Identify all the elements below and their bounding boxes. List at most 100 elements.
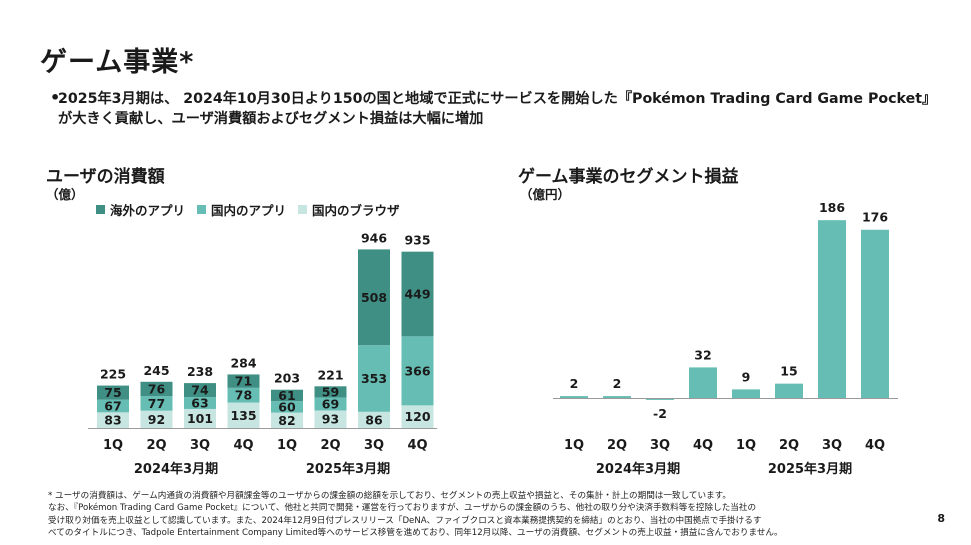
- x-tick-label: 1Q: [564, 438, 584, 453]
- x-tick-label: 2Q: [779, 438, 799, 453]
- bar-value-label: 176: [862, 210, 888, 225]
- x-tick-label: 3Q: [822, 438, 842, 453]
- total-value-label: 203: [274, 371, 300, 386]
- group-label: 2025年3月期: [306, 461, 390, 477]
- bar-segment: [314, 397, 347, 411]
- bar-value-label: 186: [819, 200, 845, 215]
- segment-value-label: 120: [404, 409, 430, 424]
- legend-label-overseas-app: 海外のアプリ: [110, 203, 186, 218]
- legend-swatch-overseas-app: [96, 205, 105, 214]
- bar-segment: [271, 389, 303, 402]
- total-value-label: 284: [230, 355, 256, 370]
- segment-value-label: 75: [104, 385, 121, 400]
- bar-segment: [401, 251, 434, 337]
- legend-label-domestic-browser: 国内のブラウザ: [312, 203, 400, 218]
- bar: [732, 389, 760, 398]
- segment-value-label: 61: [278, 388, 295, 403]
- user-spend-unit: （億）: [46, 187, 84, 202]
- legend-domestic-browser: 国内のブラウザ: [298, 200, 400, 219]
- x-tick-label: 3Q: [190, 438, 210, 453]
- segment-value-label: 76: [148, 381, 166, 396]
- x-tick-label: 4Q: [865, 438, 885, 453]
- bar-segment: [314, 410, 347, 428]
- x-tick-label: 2Q: [320, 438, 340, 453]
- bar: [646, 398, 674, 400]
- total-value-label: 238: [187, 364, 213, 379]
- segment-value-label: 67: [104, 399, 121, 414]
- x-tick-label: 4Q: [233, 438, 253, 453]
- segment-value-label: 69: [322, 396, 339, 411]
- bar: [689, 367, 717, 398]
- segment-value-label: 353: [361, 371, 387, 386]
- bar-segment: [401, 336, 434, 406]
- segment-value-label: 59: [322, 384, 339, 399]
- bar-segment: [97, 399, 129, 413]
- bar-segment: [227, 387, 260, 403]
- bar-value-label: 2: [613, 376, 622, 391]
- segment-profit-unit: （億円）: [520, 187, 571, 202]
- user-spend-legend: 海外のアプリ 国内のアプリ 国内のブラウザ: [96, 200, 400, 219]
- summary-bullet: 2025年3月期は、 2024年10月30日より150の国と地域で正式にサービス…: [58, 91, 937, 127]
- total-value-label: 221: [317, 367, 343, 382]
- x-tick-label: 3Q: [364, 438, 384, 453]
- bar-segment: [227, 402, 260, 428]
- legend-label-domestic-app: 国内のアプリ: [211, 203, 287, 218]
- bar: [818, 220, 846, 398]
- x-tick-label: 2Q: [146, 438, 166, 453]
- footnote-line-3: 受け取り対価を売上収益として認識しています。また、2024年12月9日付プレスリ…: [48, 515, 762, 526]
- segment-value-label: 60: [278, 399, 296, 414]
- legend-swatch-domestic-browser: [298, 205, 308, 214]
- segment-value-label: 74: [191, 383, 209, 398]
- segment-value-label: 86: [365, 412, 383, 427]
- segment-value-label: 92: [148, 412, 165, 427]
- segment-value-label: 101: [187, 411, 213, 426]
- bar-segment: [271, 401, 303, 413]
- bar-segment: [184, 397, 216, 409]
- x-tick-label: 4Q: [407, 438, 427, 453]
- total-value-label: 245: [143, 363, 169, 378]
- user-spend-chart-title: ユーザの消費額: [46, 167, 165, 187]
- bar-value-label: 15: [780, 364, 797, 379]
- x-tick-label: 2Q: [607, 438, 627, 453]
- footnote-line-2: なお、『Pokémon Trading Card Game Pocket』につい…: [48, 503, 757, 514]
- bar-segment: [314, 386, 347, 398]
- bar-segment: [184, 408, 216, 428]
- legend-domestic-app: 国内のアプリ: [197, 200, 286, 219]
- segment-value-label: 78: [235, 388, 252, 403]
- bar-segment: [97, 412, 129, 428]
- bullet-dot: •: [50, 88, 61, 107]
- x-tick-label: 4Q: [693, 438, 713, 453]
- bar-segment: [358, 345, 390, 412]
- x-tick-label: 1Q: [103, 438, 123, 453]
- bar-segment: [140, 396, 173, 411]
- bar: [775, 383, 803, 398]
- total-value-label: 946: [361, 230, 387, 245]
- legend-overseas-app: 海外のアプリ: [96, 200, 185, 219]
- bar: [560, 396, 588, 398]
- segment-value-label: 508: [361, 290, 387, 305]
- bar: [603, 396, 631, 398]
- bar-segment: [358, 249, 390, 346]
- bar-segment: [227, 374, 260, 388]
- total-value-label: 225: [100, 367, 126, 382]
- bar-segment: [401, 405, 434, 428]
- x-tick-label: 1Q: [277, 438, 297, 453]
- bar-segment: [358, 411, 390, 428]
- total-value-label: 935: [404, 233, 430, 248]
- footnote: * ユーザの消費額は、ゲーム内通貨の消費額や月額課金等のユーザからの課金額の総額…: [48, 490, 953, 540]
- bar-segment: [140, 381, 173, 397]
- segment-value-label: 93: [322, 412, 339, 427]
- bar-segment: [97, 385, 129, 400]
- bar-segment: [271, 412, 303, 428]
- segment-profit-chart-title: ゲーム事業のセグメント損益: [518, 167, 739, 187]
- segment-value-label: 366: [404, 363, 430, 378]
- bar: [861, 229, 889, 398]
- group-label: 2025年3月期: [768, 461, 852, 477]
- segment-value-label: 71: [235, 374, 252, 389]
- segment-value-label: 63: [191, 396, 208, 411]
- segment-value-label: 449: [404, 286, 430, 301]
- bar-segment: [140, 410, 173, 428]
- footnote-line-4: べてのタイトルにつき、Tadpole Entertainment Company…: [48, 528, 783, 539]
